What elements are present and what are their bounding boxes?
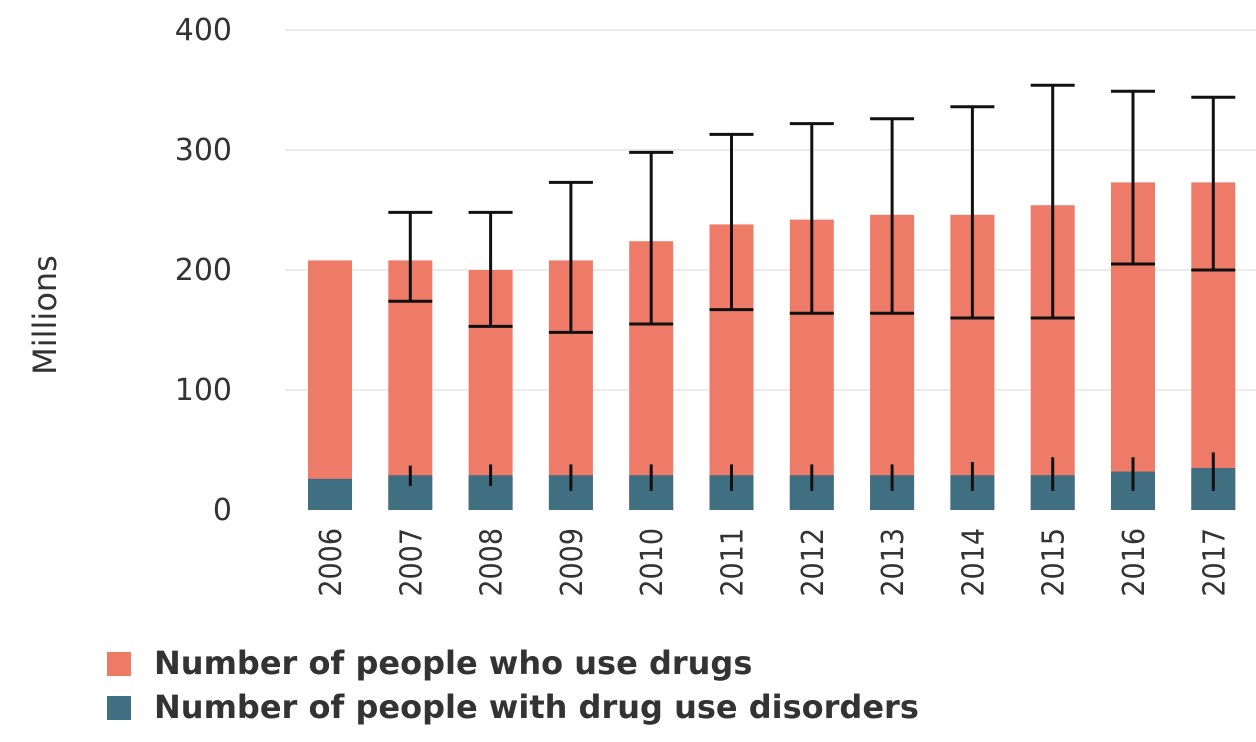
x-tick-label: 2010 (635, 528, 670, 597)
x-tick-label: 2013 (876, 528, 911, 597)
legend-swatch-drug-disorders (107, 696, 131, 720)
legend-swatch-drug-users (107, 652, 131, 676)
x-tick-label: 2007 (394, 528, 429, 597)
y-axis-title: Millions (26, 255, 64, 375)
x-tick-label: 2008 (475, 528, 510, 597)
y-tick-label: 400 (175, 13, 232, 48)
x-tick-label: 2009 (555, 528, 590, 597)
x-tick-label: 2011 (716, 528, 751, 597)
y-tick-label: 0 (213, 493, 232, 528)
bars (308, 182, 1236, 511)
x-tick-label: 2017 (1197, 528, 1232, 597)
legend-label-drug-disorders: Number of people with drug use disorders (154, 688, 919, 726)
x-tick-label: 2015 (1037, 528, 1072, 597)
y-axis-ticks: 0 100 200 300 400 (175, 13, 232, 528)
x-tick-label: 2016 (1117, 528, 1152, 597)
x-tick-label: 2012 (796, 528, 831, 597)
x-tick-label: 2014 (956, 528, 991, 597)
bar-drug-users (308, 260, 352, 510)
x-tick-label: 2006 (314, 528, 349, 597)
y-tick-label: 100 (175, 373, 232, 408)
legend-label-drug-users: Number of people who use drugs (154, 644, 752, 682)
x-axis-ticks: 2006 2007 2008 2009 2010 2011 2012 2013 2014 2015… (314, 528, 1232, 597)
bar-drug-disorders (308, 478, 352, 510)
y-tick-label: 200 (175, 253, 232, 288)
error-bars (388, 83, 1236, 491)
gridlines (285, 29, 1256, 391)
y-tick-label: 300 (175, 133, 232, 168)
legend: Number of people who use drugs Number of… (107, 644, 919, 726)
